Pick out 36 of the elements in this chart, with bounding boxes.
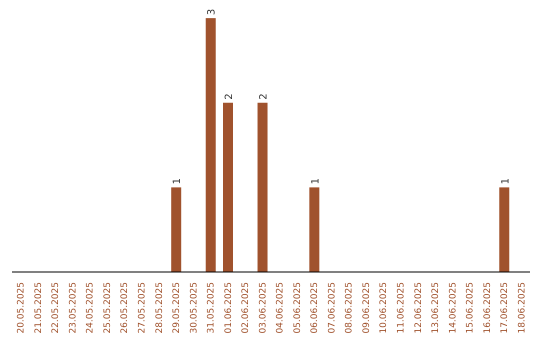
x-tick-label: 15.06.2025 [466, 282, 476, 334]
x-tick-label: 01.06.2025 [224, 282, 234, 334]
data-label: 1 [500, 178, 512, 184]
x-tick-label: 09.06.2025 [362, 282, 372, 334]
data-label: 1 [310, 178, 322, 184]
x-tick-label: 27.05.2025 [138, 282, 148, 334]
x-tick-label: 31.05.2025 [206, 282, 217, 334]
data-label: 2 [224, 93, 235, 100]
x-tick-label: 13.06.2025 [431, 282, 442, 334]
x-tick-label: 23.05.2025 [68, 282, 78, 334]
x-tick-label: 25.05.2025 [102, 282, 113, 334]
x-tick-label: 28.05.2025 [154, 282, 165, 334]
data-label: 1 [172, 178, 184, 184]
x-tick-label: 24.05.2025 [86, 282, 96, 334]
x-tick-label: 03.06.2025 [258, 282, 268, 334]
x-tick-label: 22.05.2025 [51, 282, 62, 334]
x-tick-label: 10.06.2025 [379, 282, 390, 334]
x-tick-label: 06.06.2025 [310, 282, 320, 334]
data-label: 2 [258, 93, 270, 100]
x-tick-label: 21.05.2025 [34, 282, 44, 334]
x-tick-label: 14.06.2025 [448, 282, 458, 334]
x-tick-label: 02.06.2025 [241, 282, 252, 334]
x-tick-label: 05.06.2025 [292, 282, 303, 334]
x-tick-label: 30.05.2025 [189, 282, 200, 334]
x-tick-label: 26.05.2025 [120, 282, 130, 334]
x-tick-label: 18.06.2025 [517, 282, 528, 334]
data-label: 3 [206, 8, 218, 16]
x-tick-label: 12.06.2025 [414, 282, 424, 334]
x-tick-label: 07.06.2025 [327, 282, 338, 334]
x-tick-label: 08.06.2025 [344, 282, 355, 334]
x-tick-label: 29.05.2025 [172, 282, 182, 334]
x-tick-label: 04.06.2025 [276, 282, 286, 334]
x-tick-label: 16.06.2025 [482, 282, 493, 334]
x-tick-label: 17.06.2025 [500, 282, 510, 334]
x-tick-label: 20.05.2025 [16, 282, 27, 334]
x-tick-label: 11.06.2025 [396, 282, 406, 334]
